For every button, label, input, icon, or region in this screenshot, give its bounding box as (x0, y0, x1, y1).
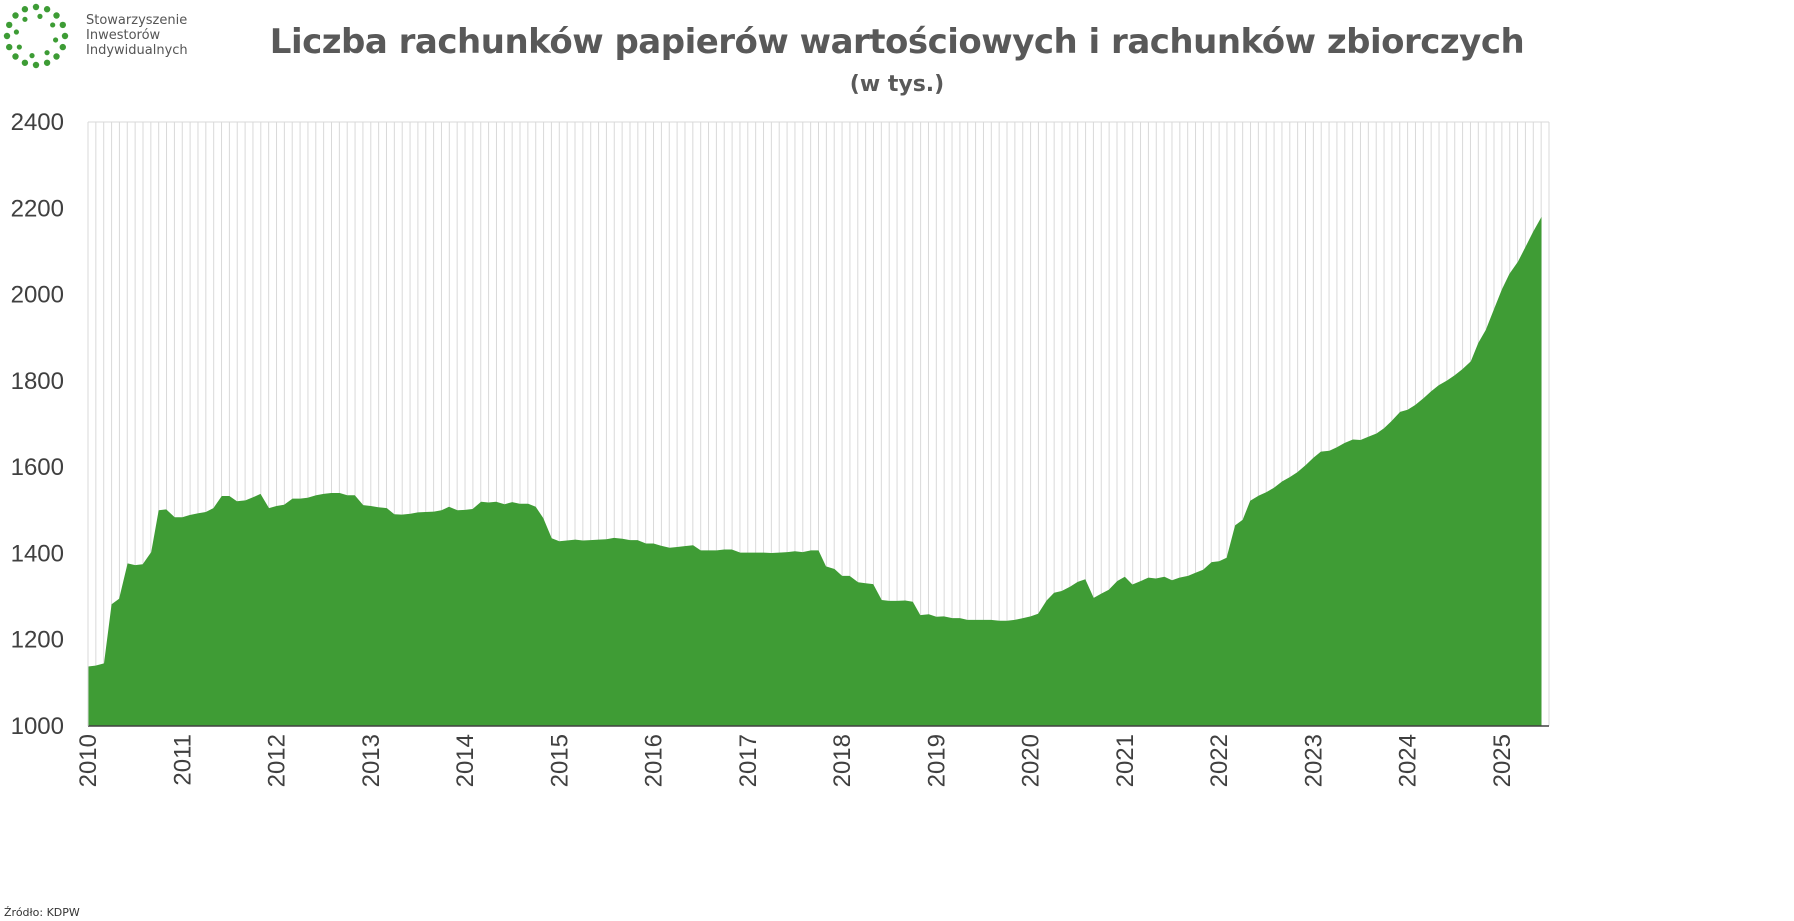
logo-dot (6, 43, 13, 51)
y-tick-label: 1800 (11, 368, 64, 395)
logo-dot (53, 37, 59, 43)
logo-dot (12, 53, 19, 60)
chart-title: Liczba rachunków papierów wartościowych … (269, 22, 1525, 62)
logo-line-2: Inwestorów (86, 28, 161, 43)
x-tick-label: 2020 (1018, 734, 1045, 787)
logo-dot (32, 61, 40, 69)
logo-dot (59, 43, 66, 51)
x-tick-label: 2022 (1206, 734, 1233, 787)
logo-dot (61, 32, 69, 40)
x-tick-label: 2025 (1489, 734, 1516, 787)
y-tick-label: 1600 (11, 454, 64, 481)
logo-dot (53, 12, 60, 19)
logo-dot (32, 3, 40, 11)
logo-dot (43, 6, 51, 13)
x-tick-label: 2015 (546, 734, 573, 787)
y-tick-label: 1200 (11, 627, 64, 654)
x-tick-label: 2024 (1395, 734, 1422, 787)
logo-dot (21, 59, 29, 66)
logo-dot (6, 21, 13, 29)
x-tick-label: 2018 (829, 734, 856, 787)
logo-dots-icon (3, 3, 69, 69)
x-tick-label: 2021 (1112, 734, 1139, 787)
x-tick-label: 2011 (169, 734, 196, 786)
logo: Stowarzyszenie Inwestorów Indywidualnych (0, 0, 230, 80)
x-tick-label: 2014 (452, 734, 479, 787)
chart-subtitle: (w tys.) (849, 72, 945, 97)
x-tick-label: 2013 (358, 734, 385, 787)
logo-dot (59, 21, 66, 29)
source-note: Źródło: KDPW (4, 906, 80, 919)
series-area (88, 216, 1542, 726)
logo-dot (37, 13, 43, 19)
y-tick-label: 2000 (11, 282, 64, 309)
logo-dot (29, 53, 35, 59)
logo-dot (3, 32, 11, 40)
logo-dot (22, 16, 28, 22)
logo-dot (44, 50, 50, 56)
y-tick-label: 1000 (11, 713, 64, 740)
x-tick-label: 2012 (264, 734, 291, 787)
x-tick-label: 2010 (75, 734, 102, 787)
x-tick-label: 2016 (641, 734, 668, 787)
logo-dot (53, 53, 60, 60)
logo-dot (43, 59, 51, 66)
logo-dot (50, 22, 56, 28)
logo-dot (13, 29, 19, 35)
x-tick-label: 2017 (735, 734, 762, 787)
y-tick-label: 2200 (11, 195, 64, 222)
logo-dot (16, 44, 22, 50)
x-tick-label: 2019 (923, 734, 950, 787)
logo-dot (12, 12, 19, 19)
logo-dot (21, 6, 29, 13)
logo-line-3: Indywidualnych (86, 43, 188, 58)
logo-line-1: Stowarzyszenie (86, 13, 188, 28)
x-tick-label: 2023 (1300, 734, 1327, 787)
y-tick-label: 1400 (11, 540, 64, 567)
y-tick-label: 2400 (11, 109, 64, 136)
logo-text: Stowarzyszenie Inwestorów Indywidualnych (86, 13, 188, 58)
